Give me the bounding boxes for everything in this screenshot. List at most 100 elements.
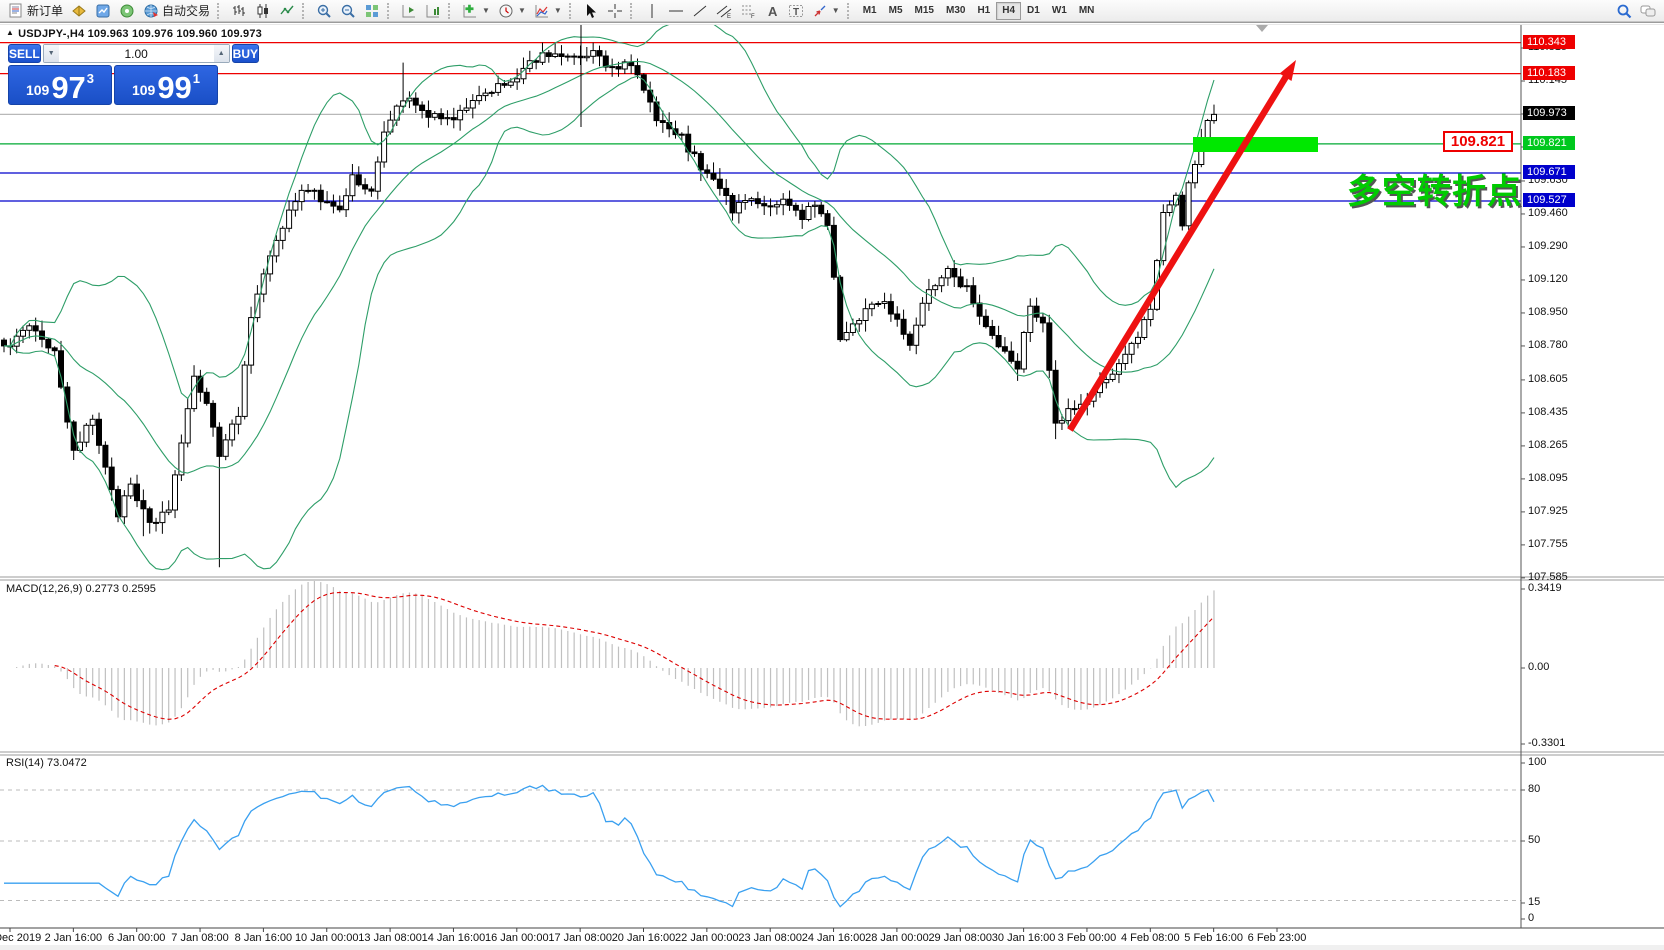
window-bottom-strip bbox=[0, 945, 1664, 950]
volume-input[interactable] bbox=[58, 45, 214, 62]
time-axis-label: 6 Jan 00:00 bbox=[107, 932, 166, 944]
template-icon bbox=[534, 3, 550, 19]
buy-price-box[interactable]: 109 99 1 bbox=[114, 65, 218, 105]
trendline-icon bbox=[692, 3, 708, 19]
trendline-button[interactable] bbox=[688, 1, 712, 21]
timeframe-h4[interactable]: H4 bbox=[996, 1, 1022, 20]
timeframe-m5[interactable]: M5 bbox=[883, 2, 909, 20]
price-tick-label: 109.460 bbox=[1528, 207, 1568, 219]
vertical-line-icon bbox=[644, 3, 660, 19]
candle-chart-button[interactable] bbox=[251, 1, 275, 21]
fibonacci-button[interactable]: F bbox=[736, 1, 760, 21]
history-icon bbox=[71, 3, 87, 19]
line-chart-button[interactable] bbox=[275, 1, 299, 21]
zoom-out-button[interactable] bbox=[336, 1, 360, 21]
horizontal-line-button[interactable] bbox=[664, 1, 688, 21]
label-tool-button[interactable]: T bbox=[784, 1, 808, 21]
zoom-in-icon bbox=[316, 3, 332, 19]
timeframe-group: M1 M5 M15 M30 H1 H4 D1 W1 MN bbox=[857, 1, 1101, 20]
volume-increase-button[interactable]: ▲ bbox=[213, 45, 229, 62]
autotrade-icon bbox=[143, 3, 159, 19]
templates-button[interactable]: ▼ bbox=[530, 1, 566, 21]
channel-icon: E bbox=[716, 3, 732, 20]
indicators-icon bbox=[462, 3, 478, 19]
time-axis-label: 10 Jan 00:00 bbox=[294, 932, 359, 944]
time-axis-label: 30 Jan 16:00 bbox=[991, 932, 1056, 944]
timeframe-mn[interactable]: MN bbox=[1073, 2, 1101, 20]
toolbar-grip bbox=[568, 2, 576, 19]
indicators-button[interactable]: ▼ bbox=[458, 1, 494, 21]
svg-text:E: E bbox=[727, 14, 731, 19]
turning-point-annotation[interactable]: 多空转折点 bbox=[1347, 173, 1522, 211]
signal-button[interactable] bbox=[115, 1, 139, 21]
search-button[interactable] bbox=[1612, 1, 1636, 21]
trend-arrow-head bbox=[1279, 60, 1296, 81]
toolbar-grip bbox=[846, 2, 854, 19]
channel-button[interactable]: E bbox=[712, 1, 736, 21]
rsi-label: RSI(14) 73.0472 bbox=[6, 757, 87, 769]
macd-axis-label: 0.00 bbox=[1528, 661, 1550, 673]
fibonacci-icon: F bbox=[740, 3, 756, 20]
auto-scroll-icon bbox=[425, 3, 441, 19]
timeframe-m15[interactable]: M15 bbox=[909, 2, 940, 20]
profile-button[interactable] bbox=[91, 1, 115, 21]
bar-chart-button[interactable] bbox=[227, 1, 251, 21]
tile-windows-icon bbox=[364, 3, 380, 19]
chart-shift-marker-icon[interactable] bbox=[1256, 25, 1268, 32]
cursor-button[interactable] bbox=[579, 1, 603, 21]
search-icon bbox=[1616, 3, 1632, 19]
candle-chart-icon bbox=[255, 3, 271, 19]
price-level-badge: 109.973 bbox=[1523, 106, 1575, 120]
timeframe-m30[interactable]: M30 bbox=[940, 2, 971, 20]
buy-price-sup: 1 bbox=[192, 71, 201, 86]
zoom-out-icon bbox=[340, 3, 356, 19]
chevron-down-icon: ▼ bbox=[482, 6, 490, 15]
toolbar-grip bbox=[387, 2, 394, 19]
history-button[interactable] bbox=[67, 1, 91, 21]
vertical-line-button[interactable] bbox=[640, 1, 664, 21]
breakout-price-callout[interactable]: 109.821 bbox=[1443, 131, 1513, 152]
horizontal-line-icon bbox=[668, 3, 684, 19]
trend-arrow-line[interactable] bbox=[1067, 73, 1290, 432]
sell-button[interactable]: SELL bbox=[8, 44, 41, 63]
time-axis-label: 3 Feb 00:00 bbox=[1057, 932, 1117, 944]
new-order-button[interactable]: 新订单 bbox=[4, 1, 67, 21]
chat-button[interactable] bbox=[1636, 1, 1660, 21]
auto-scroll-button[interactable] bbox=[421, 1, 445, 21]
cursor-icon bbox=[583, 3, 599, 19]
macd-axis-label: 0.3419 bbox=[1528, 582, 1562, 594]
periods-button[interactable]: ▼ bbox=[494, 1, 530, 21]
price-tick-label: 108.950 bbox=[1528, 306, 1568, 318]
sell-price-box[interactable]: 109 97 3 bbox=[8, 65, 112, 105]
toolbar-grip bbox=[217, 2, 224, 19]
time-axis-label: 28 Jan 00:00 bbox=[865, 932, 929, 944]
shift-end-button[interactable] bbox=[397, 1, 421, 21]
price-tick-label: 109.290 bbox=[1528, 240, 1568, 252]
label-tool-icon: T bbox=[788, 3, 804, 19]
signal-icon bbox=[119, 3, 135, 19]
time-axis-label: 29 Jan 08:00 bbox=[928, 932, 993, 944]
new-order-label: 新订单 bbox=[27, 4, 64, 18]
profile-icon bbox=[95, 3, 111, 19]
timeframe-h1[interactable]: H1 bbox=[971, 2, 996, 20]
autotrade-button[interactable]: 自动交易 bbox=[139, 1, 214, 21]
time-axis-label: 14 Jan 16:00 bbox=[421, 932, 486, 944]
buy-button[interactable]: BUY bbox=[231, 44, 260, 63]
support-zone-rectangle[interactable] bbox=[1193, 137, 1318, 152]
timeframe-m1[interactable]: M1 bbox=[857, 2, 883, 20]
macd-label: MACD(12,26,9) 0.2773 0.2595 bbox=[6, 583, 156, 595]
arrows-tool-button[interactable]: ▼ bbox=[808, 1, 844, 21]
zoom-in-button[interactable] bbox=[312, 1, 336, 21]
volume-decrease-button[interactable]: ▼ bbox=[43, 45, 59, 62]
crosshair-button[interactable] bbox=[603, 1, 627, 21]
timeframe-d1[interactable]: D1 bbox=[1021, 2, 1046, 20]
collapse-marker-icon[interactable]: ▲ bbox=[6, 28, 15, 37]
text-tool-button[interactable]: A bbox=[760, 1, 784, 21]
tile-windows-button[interactable] bbox=[360, 1, 384, 21]
price-level-badge: 109.671 bbox=[1523, 165, 1575, 179]
timeframe-w1[interactable]: W1 bbox=[1046, 2, 1073, 20]
buy-price-small: 109 bbox=[131, 82, 156, 98]
price-tick-label: 109.120 bbox=[1528, 273, 1568, 285]
crosshair-icon bbox=[607, 3, 623, 19]
